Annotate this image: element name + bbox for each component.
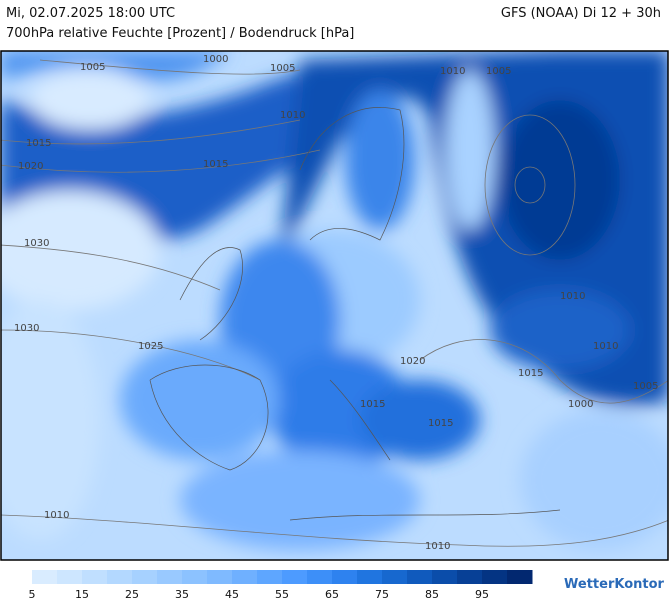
colorbar-label: 15	[75, 588, 89, 600]
colorbar: 5 15 25 35 45 55 65 75 85 95	[29, 570, 533, 600]
colorbar-label: 5	[29, 588, 36, 600]
subtitle: 700hPa relative Feuchte [Prozent] / Bode…	[6, 26, 355, 41]
colorbar-swatch	[482, 570, 508, 584]
colorbar-swatch	[282, 570, 308, 584]
colorbar-swatch	[507, 570, 533, 584]
colorbar-swatch	[432, 570, 458, 584]
colorbar-swatch	[457, 570, 483, 584]
colorbar-swatch	[232, 570, 258, 584]
isobar-label: 1015	[203, 159, 228, 170]
isobar-label: 1000	[203, 54, 228, 65]
humidity-field	[1, 51, 668, 560]
isobar-label: 1010	[560, 291, 585, 302]
colorbar-label: 55	[275, 588, 289, 600]
map-frame	[0, 50, 669, 561]
colorbar-swatch	[332, 570, 358, 584]
colorbar-swatch	[107, 570, 133, 584]
logo: WetterKontor	[564, 577, 665, 592]
isobar-label: 1015	[360, 399, 385, 410]
isobar-label: 1015	[428, 418, 453, 429]
colorbar-swatch	[182, 570, 208, 584]
colorbar-swatch	[157, 570, 183, 584]
isobar-label: 1010	[44, 510, 69, 521]
colorbar-swatch	[57, 570, 83, 584]
isobar-label: 1010	[593, 341, 618, 352]
colorbar-label: 65	[325, 588, 339, 600]
coastlines	[149, 107, 561, 521]
colorbar-swatch	[207, 570, 233, 584]
colorbar-swatch	[32, 570, 58, 584]
isobar-label: 1020	[18, 161, 43, 172]
colorbar-swatch	[132, 570, 158, 584]
isobar-label: 1010	[280, 110, 305, 121]
isobar-label: 1015	[518, 368, 543, 379]
colorbar-swatch	[257, 570, 283, 584]
colorbar-swatch	[382, 570, 408, 584]
isobar-label: 1015	[26, 138, 51, 149]
isobar-label: 1005	[80, 62, 105, 73]
isobar-label: 1010	[425, 541, 450, 552]
isobar-labels: 1005 1000 1005 1010 1005 1010 1015 1020 …	[14, 54, 658, 552]
isobar-label: 1020	[400, 356, 425, 367]
colorbar-swatch	[407, 570, 433, 584]
colorbar-label: 75	[375, 588, 389, 600]
colorbar-swatch	[357, 570, 383, 584]
colorbar-label: 25	[125, 588, 139, 600]
isobar-label: 1030	[24, 238, 49, 249]
datetime: Mi, 02.07.2025 18:00 UTC	[6, 6, 176, 21]
colorbar-label: 45	[225, 588, 239, 600]
isobar-label: 1030	[14, 323, 39, 334]
colorbar-label: 35	[175, 588, 189, 600]
model-run: GFS (NOAA) Di 12 + 30h	[500, 6, 661, 21]
colorbar-swatch	[82, 570, 108, 584]
isobar-label: 1025	[138, 341, 163, 352]
isobar-label: 1005	[633, 381, 658, 392]
colorbar-label: 85	[425, 588, 439, 600]
colorbar-swatch	[307, 570, 333, 584]
isobar-label: 1005	[486, 66, 511, 77]
isobar-label: 1000	[568, 399, 593, 410]
isobar-label: 1010	[440, 66, 465, 77]
isobar-label: 1005	[270, 63, 295, 74]
colorbar-label: 95	[475, 588, 489, 600]
